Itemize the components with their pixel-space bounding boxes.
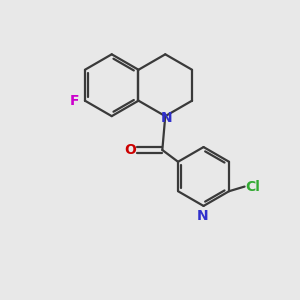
Text: N: N — [161, 111, 172, 124]
Text: O: O — [124, 143, 136, 157]
Text: Cl: Cl — [245, 180, 260, 194]
Text: N: N — [196, 209, 208, 224]
Text: F: F — [70, 94, 80, 108]
